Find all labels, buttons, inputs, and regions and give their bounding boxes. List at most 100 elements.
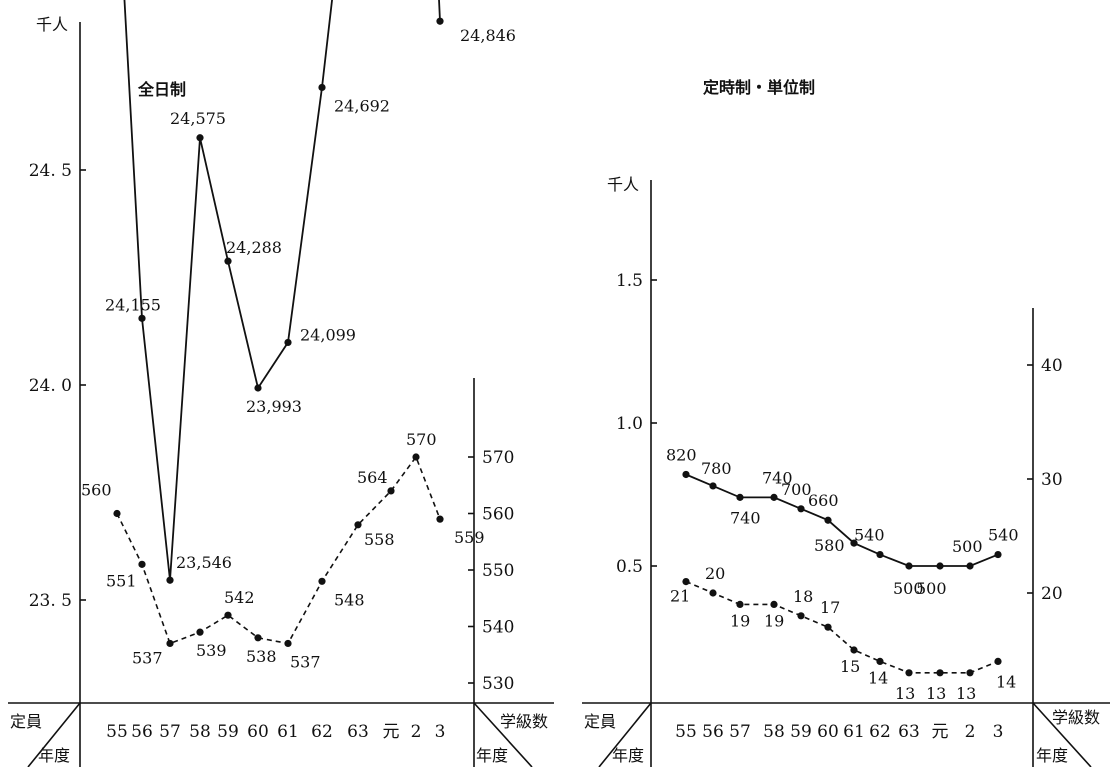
classes-data-label: 13 (895, 684, 915, 703)
classes-data-label: 559 (454, 528, 485, 547)
series-line-capacity (685, 473, 999, 567)
capacity-data-label: 540 (988, 526, 1019, 545)
x-category-label: 58 (763, 722, 785, 742)
classes-point (736, 600, 744, 609)
right-tick-label: 30 (1041, 470, 1063, 490)
corner-label-year-left: 年度 (612, 746, 644, 765)
capacity-point (196, 134, 204, 142)
left-tick-label: 1.5 (616, 271, 643, 291)
corner-label-capacity: 定員 (10, 712, 42, 731)
classes-point (138, 560, 146, 568)
x-category-label: 59 (217, 722, 239, 742)
classes-point (196, 628, 204, 636)
classes-point (354, 521, 362, 529)
classes-data-label: 538 (246, 647, 277, 666)
corner-diagonal-left (27, 702, 81, 767)
x-category-label: 元 (383, 722, 400, 742)
x-category-label: 2 (965, 722, 976, 742)
capacity-point (824, 516, 832, 524)
corner-diagonal-right (473, 702, 533, 767)
classes-point (254, 634, 262, 642)
classes-point (994, 657, 1002, 666)
x-category-label: 55 (106, 722, 128, 742)
left-tick-label: 24. 5 (29, 161, 72, 181)
x-category-label: 61 (843, 722, 865, 742)
classes-point (966, 669, 974, 677)
capacity-data-label: 820 (666, 445, 697, 464)
classes-data-label: 537 (290, 652, 321, 671)
x-category-label: 3 (993, 722, 1004, 742)
capacity-data-label: 740 (730, 508, 761, 527)
capacity-data-label: 780 (701, 459, 732, 478)
corner-diagonal-right (1032, 702, 1092, 767)
x-category-label: 57 (729, 722, 751, 742)
capacity-point (436, 17, 444, 25)
chart-title: 全日制 (137, 80, 186, 99)
classes-point (876, 657, 884, 666)
capacity-data-label: 24,846 (460, 26, 516, 45)
capacity-data-label: 580 (814, 536, 845, 555)
capacity-data-label: 740 (762, 468, 793, 487)
right-tick-label: 20 (1041, 584, 1063, 604)
x-category-label: 60 (247, 722, 269, 742)
classes-data-label: 539 (196, 641, 227, 660)
classes-data-label: 537 (132, 648, 163, 667)
capacity-data-label: 500 (916, 579, 947, 598)
x-category-label: 56 (702, 722, 724, 742)
x-category-label: 61 (277, 722, 299, 742)
classes-data-label: 570 (406, 430, 437, 449)
capacity-point (284, 338, 292, 347)
left-tick-label: 0.5 (616, 557, 643, 577)
classes-data-label: 551 (106, 571, 137, 590)
capacity-data-label: 500 (893, 579, 924, 598)
left-tick-label: 1.0 (616, 414, 643, 434)
classes-data-label: 21 (670, 587, 690, 606)
capacity-point (770, 493, 778, 501)
x-category-label: 62 (311, 722, 333, 742)
right-tick-label: 530 (482, 674, 514, 694)
series-line-capacity (123, 0, 441, 581)
x-category-label: 元 (932, 722, 949, 742)
x-category-label: 59 (790, 722, 812, 742)
left-tick-label: 24. 0 (29, 376, 72, 396)
capacity-data-label: 24,288 (226, 238, 282, 257)
capacity-data-label: 23,993 (246, 397, 302, 416)
capacity-point (138, 314, 146, 322)
x-category-label: 2 (411, 722, 422, 742)
capacity-data-label: 540 (854, 526, 885, 545)
capacity-point (905, 562, 913, 570)
x-category-label: 55 (675, 722, 697, 742)
classes-point (166, 639, 174, 648)
classes-data-label: 19 (764, 611, 784, 630)
classes-point (770, 600, 778, 609)
classes-point (224, 611, 232, 619)
capacity-point (682, 470, 690, 479)
capacity-point (224, 257, 232, 265)
capacity-point (876, 550, 884, 559)
classes-point (318, 577, 326, 585)
corner-label-capacity: 定員 (584, 712, 616, 731)
capacity-data-label: 24,692 (334, 96, 390, 115)
classes-data-label: 564 (357, 468, 388, 487)
classes-point (709, 589, 717, 597)
classes-point (905, 669, 913, 677)
capacity-point (254, 384, 262, 392)
capacity-data-label: 24,099 (300, 325, 356, 344)
capacity-point (709, 482, 717, 490)
capacity-data-label: 700 (781, 480, 812, 499)
capacity-data-label: 24,575 (170, 109, 226, 128)
left-tick-label: 23. 5 (29, 591, 72, 611)
capacity-data-label: 500 (952, 537, 983, 556)
classes-data-label: 558 (364, 530, 395, 549)
y-axis-unit-label: 千人 (607, 175, 639, 194)
classes-point (436, 515, 444, 523)
classes-point (682, 578, 690, 586)
classes-point (824, 623, 832, 631)
classes-data-label: 17 (820, 598, 840, 617)
corner-diagonal-left (598, 702, 652, 767)
capacity-point (936, 562, 944, 570)
classes-data-label: 560 (81, 481, 112, 500)
classes-point (284, 639, 292, 648)
